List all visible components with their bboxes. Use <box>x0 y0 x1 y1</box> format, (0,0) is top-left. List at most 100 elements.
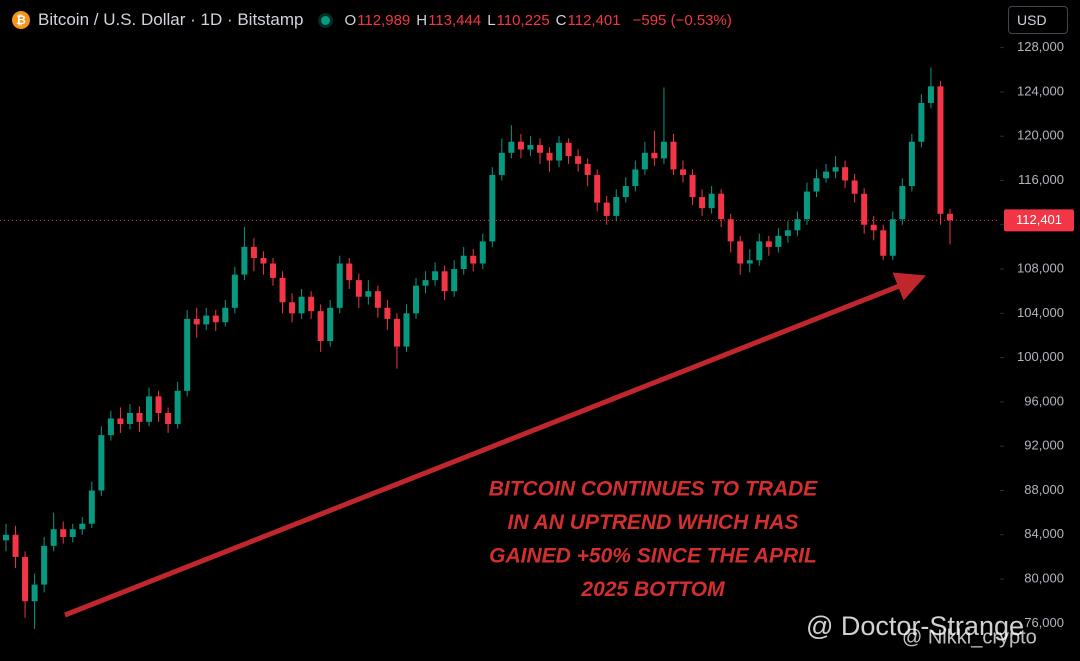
candle-body <box>393 318 400 347</box>
candle-body <box>441 271 448 292</box>
candle-body <box>784 230 791 236</box>
candle-body <box>193 318 200 325</box>
open-value: 112,989 <box>357 11 411 29</box>
y-tick-label: 96,000 <box>1024 393 1064 408</box>
y-tick-label: 120,000 <box>1017 128 1064 143</box>
candle-body <box>908 141 915 187</box>
candle-body <box>489 174 496 242</box>
y-tick-label: 88,000 <box>1024 482 1064 497</box>
candle-body <box>594 174 601 203</box>
candle-body <box>31 584 38 602</box>
annotation-line: GAINED +50% SINCE THE APRIL <box>489 545 817 568</box>
candle-body <box>260 257 267 264</box>
candle-body <box>98 435 105 491</box>
candle-body <box>22 556 29 602</box>
candle-body <box>212 315 219 323</box>
price-label-box <box>1004 209 1074 232</box>
y-tick-label: 80,000 <box>1024 571 1064 586</box>
candle-body <box>927 86 934 103</box>
candle-body <box>384 307 391 319</box>
candle-body <box>117 418 124 425</box>
candle-body <box>899 186 906 220</box>
candle-body <box>470 255 477 264</box>
candle-body <box>746 260 753 264</box>
candle-body <box>823 171 830 179</box>
candle-body <box>727 219 734 242</box>
candle-body <box>889 219 896 256</box>
candle-body <box>556 142 563 161</box>
high-label: H <box>416 11 428 29</box>
low-value: 110,225 <box>496 11 550 29</box>
candle-body <box>155 396 162 413</box>
candle-body <box>365 291 372 297</box>
close-value: 112,401 <box>567 11 621 29</box>
candle-body <box>575 156 582 164</box>
annotation-line: IN AN UPTREND WHICH HAS <box>508 511 799 534</box>
candle-body <box>250 246 257 258</box>
candle-body <box>765 241 772 247</box>
y-tick-label: 100,000 <box>1017 349 1064 364</box>
low-label: L <box>487 11 496 29</box>
candle-body <box>451 269 458 292</box>
candle-body <box>231 274 238 308</box>
candle-body <box>413 285 420 314</box>
candle-body <box>680 169 687 175</box>
candle-body <box>670 141 677 170</box>
candle-body <box>641 152 648 170</box>
candle-body <box>79 523 86 530</box>
candle-body <box>308 296 315 312</box>
candle-body <box>327 307 334 342</box>
candle-body <box>918 102 925 142</box>
candle-body <box>613 197 620 216</box>
candle-body <box>546 152 553 161</box>
price-label: 112,401 <box>1016 212 1062 227</box>
candle-body <box>50 529 57 546</box>
candle-body <box>651 152 658 159</box>
currency-button[interactable]: USD <box>1008 6 1068 34</box>
header: ₿ Bitcoin / U.S. Dollar · 1D · Bitstamp … <box>12 7 732 33</box>
symbol-title: Bitcoin / U.S. Dollar · 1D · Bitstamp <box>38 10 304 29</box>
candle-body <box>699 197 706 209</box>
candle-body <box>165 412 172 425</box>
candle-body <box>107 418 114 436</box>
candle-body <box>12 534 19 557</box>
candle-body <box>794 219 801 231</box>
y-tick-label: 108,000 <box>1017 260 1064 275</box>
open-label: O <box>344 11 357 29</box>
candle-body <box>937 86 944 214</box>
candle-body <box>622 186 629 198</box>
candle-body <box>3 534 9 541</box>
candle-body <box>813 178 820 192</box>
candle-body <box>584 163 591 175</box>
candle-body <box>269 263 276 278</box>
candle-body <box>126 412 133 425</box>
candle-body <box>851 180 858 194</box>
candle-body <box>374 291 381 308</box>
candle-body <box>422 280 429 286</box>
candle-body <box>861 193 868 225</box>
annotation-line: 2025 BOTTOM <box>580 578 725 601</box>
candle-body <box>289 302 296 314</box>
candle-body <box>146 396 153 422</box>
high-value: 113,444 <box>428 11 482 29</box>
candle-body <box>842 167 849 181</box>
watermark: @ Doctor-Strange <box>806 611 1024 641</box>
candle-body <box>632 169 639 187</box>
plot-area <box>0 67 1000 629</box>
candle-body <box>803 191 810 220</box>
y-tick-label: 76,000 <box>1024 615 1064 630</box>
y-tick-label: 116,000 <box>1018 172 1064 187</box>
candle-body <box>718 193 725 220</box>
candle-body <box>536 145 543 153</box>
candle-body <box>508 141 515 153</box>
candle-body <box>832 167 839 172</box>
annotation-line: BITCOIN CONTINUES TO TRADE <box>489 478 819 501</box>
candle-body <box>222 307 229 323</box>
candle-body <box>479 241 486 264</box>
watermark: @ Doctor-Strange@ Nikki_crypto <box>806 611 1037 648</box>
candle-body <box>41 545 48 585</box>
candle-body <box>689 174 696 198</box>
candle-body <box>403 313 410 347</box>
